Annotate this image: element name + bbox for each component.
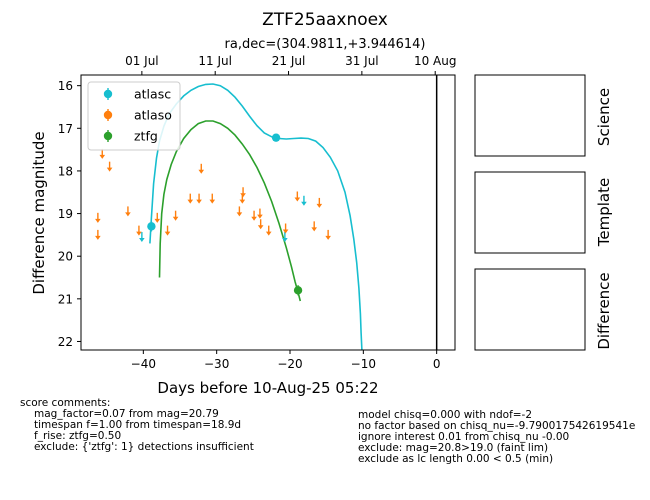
atlasc-upper-limit-arrow — [301, 201, 307, 206]
atlaso-upper-limit-arrow — [164, 231, 171, 236]
score-comment-line: no factor based on chisq_nu=-9.790017542… — [358, 420, 636, 432]
top-tick-label: 11 Jul — [198, 54, 232, 68]
atlaso-upper-limit-arrow — [172, 216, 179, 221]
x-axis-label: Days before 10-Aug-25 05:22 — [157, 379, 378, 397]
x-tick-label: −20 — [277, 357, 302, 371]
score-comment-line: f_rise: ztfg=0.50 — [34, 430, 122, 442]
atlaso-upper-limit-arrow — [316, 203, 323, 208]
atlaso-upper-limit-arrow — [209, 199, 216, 204]
score-comment-line: mag_factor=0.07 from mag=20.79 — [34, 408, 219, 420]
science-panel — [474, 74, 586, 157]
x-tick-label: −10 — [351, 357, 376, 371]
x-tick-label: −40 — [131, 357, 156, 371]
atlaso-upper-limit-arrow — [106, 167, 113, 172]
x-tick-label: −30 — [204, 357, 229, 371]
legend-marker — [103, 89, 113, 99]
atlaso-upper-limit-arrow — [236, 212, 243, 217]
plot-frame — [80, 74, 456, 351]
atlaso-upper-limit-arrow — [95, 235, 101, 240]
score-comment-line: exclude: mag=20.8>19.0 (faint lim) — [358, 442, 549, 454]
score-comments-title: score comments: — [20, 397, 111, 409]
atlaso-upper-limit-arrow — [282, 229, 289, 234]
y-tick-label: 17 — [58, 122, 73, 136]
legend-marker — [103, 131, 113, 141]
atlaso-upper-limit-arrow — [198, 169, 205, 174]
atlaso-upper-limit-arrow — [311, 227, 317, 232]
score-comments-left: score comments: mag_factor=0.07 from mag=… — [20, 398, 254, 453]
atlaso-upper-limit-arrow — [136, 231, 142, 236]
ztfg-detection-point — [293, 286, 303, 295]
atlaso-upper-limit-arrow — [265, 231, 272, 236]
y-tick-label: 16 — [58, 79, 73, 93]
atlaso-upper-limit-arrow — [196, 199, 202, 204]
chart-subtitle: ra,dec=(304.9811,+3.944614) — [225, 37, 426, 52]
atlaso-upper-limit-arrow — [251, 216, 257, 221]
score-comment-line: model chisq=0.000 with ndof=-2 — [358, 409, 533, 421]
atlasc-upper-limit-arrow — [139, 238, 145, 243]
top-tick-label: 01 Jul — [125, 54, 159, 68]
atlaso-upper-limit-arrow — [325, 235, 331, 240]
top-tick-label: 31 Jul — [345, 54, 379, 68]
top-tick-label: 10 Aug — [414, 54, 457, 68]
chart-title: ZTF25aaxnoex — [262, 10, 388, 30]
legend-box — [87, 81, 181, 151]
score-comment-line: exclude as lc length 0.00 < 0.5 (min) — [358, 453, 554, 465]
atlaso-upper-limit-arrow — [187, 199, 194, 204]
legend-label-atlasc: atlasc — [134, 87, 171, 102]
top-tick-label: 21 Jul — [272, 54, 306, 68]
x-tick-label: 0 — [433, 357, 441, 371]
atlaso-upper-limit-arrow — [125, 212, 131, 217]
legend: atlasc atlaso ztfg — [87, 81, 181, 151]
y-axis-label: Difference magnitude — [30, 131, 48, 294]
y-tick-label: 21 — [58, 292, 73, 306]
atlaso-upper-limit-arrow — [257, 225, 264, 230]
y-tick-label: 20 — [58, 250, 73, 264]
score-comment-line: ignore interest 0.01 from chisq_nu -0.00 — [358, 431, 570, 443]
atlasc-detection-point — [271, 133, 281, 142]
difference-panel — [474, 268, 586, 351]
atlaso-upper-limit-arrow — [154, 218, 161, 223]
legend-label-atlaso: atlaso — [134, 108, 172, 123]
atlaso-upper-limit-arrow — [95, 218, 101, 223]
legend-marker — [103, 110, 113, 120]
template-label: Template — [595, 178, 613, 247]
atlaso-upper-limit-arrow — [99, 154, 106, 159]
atlasc-upper-limit-arrow — [282, 238, 288, 243]
score-comment-line: exclude: {'ztfg': 1} detections insuffic… — [34, 441, 254, 453]
atlaso-upper-limit-arrow — [240, 193, 246, 198]
template-panel — [474, 171, 586, 254]
atlasc-detection-point — [147, 222, 156, 231]
difference-label: Difference — [595, 272, 613, 349]
atlaso-upper-limit-arrow — [257, 214, 263, 219]
y-tick-label: 19 — [58, 207, 73, 221]
atlaso-upper-limit-arrow — [239, 199, 246, 204]
y-tick-label: 22 — [58, 335, 73, 349]
legend-label-ztfg: ztfg — [134, 129, 158, 144]
science-label: Science — [595, 88, 613, 146]
ztfg-model-line — [158, 120, 302, 302]
atlaso-upper-limit-arrow — [294, 197, 301, 202]
score-comment-line: timespan f=1.00 from timespan=18.9d — [34, 419, 242, 431]
y-tick-label: 18 — [58, 164, 73, 178]
score-comments-right: model chisq=0.000 with ndof=-2 no factor … — [358, 410, 635, 465]
